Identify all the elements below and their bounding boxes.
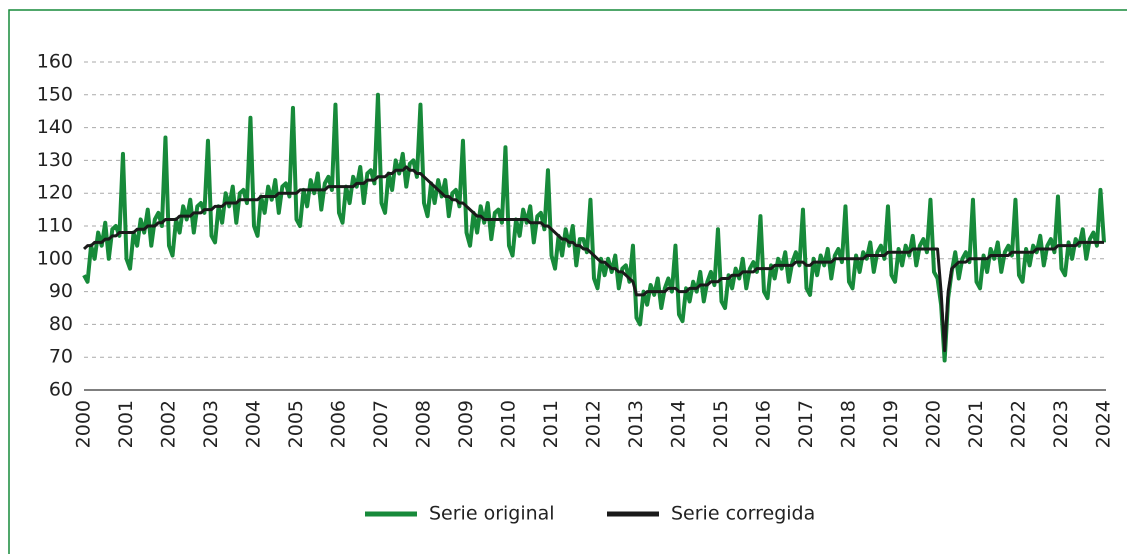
y-tick-label: 90 xyxy=(49,280,73,302)
x-tick-label: 2019 xyxy=(880,400,902,448)
x-tick-label: 2018 xyxy=(838,400,860,448)
y-tick-label: 120 xyxy=(37,182,73,204)
line-series xyxy=(82,92,1106,363)
y-tick-label: 130 xyxy=(37,149,73,171)
y-tick-label: 100 xyxy=(37,247,73,269)
y-tick-label: 60 xyxy=(49,379,73,401)
y-tick-label: 150 xyxy=(37,83,73,105)
x-tick-label: 2024 xyxy=(1093,400,1115,448)
x-tick-label: 2015 xyxy=(710,400,732,448)
y-tick-label: 160 xyxy=(37,51,73,73)
line-series xyxy=(82,165,1104,353)
y-tick-label: 140 xyxy=(37,116,73,138)
x-tick-label: 2011 xyxy=(540,400,562,448)
legend-label: Serie original xyxy=(429,503,555,525)
x-tick-label: 2010 xyxy=(498,400,520,448)
x-tick-label: 2020 xyxy=(923,400,945,448)
frame xyxy=(8,9,1127,554)
x-tick-label: 2002 xyxy=(158,400,180,448)
x-tick-label: 2003 xyxy=(200,400,222,448)
x-tick-label: 2001 xyxy=(115,400,137,448)
x-tick-label: 2013 xyxy=(625,400,647,448)
x-tick-label: 2007 xyxy=(370,400,392,448)
x-tick-label: 2022 xyxy=(1008,400,1030,448)
x-tick-label: 2021 xyxy=(965,400,987,448)
x-tick-label: 2016 xyxy=(753,400,775,448)
y-tick-label: 70 xyxy=(49,346,73,368)
y-tick-label: 110 xyxy=(37,215,73,237)
x-tick-label: 2017 xyxy=(795,400,817,448)
x-tick-label: 2012 xyxy=(583,400,605,448)
legend-label: Serie corregida xyxy=(671,503,815,525)
x-tick-label: 2004 xyxy=(243,400,265,448)
x-tick-label: 2014 xyxy=(668,400,690,448)
x-tick-label: 2008 xyxy=(413,400,435,448)
x-tick-label: 2009 xyxy=(455,400,477,448)
x-tick-label: 2023 xyxy=(1050,400,1072,448)
x-tick-label: 2006 xyxy=(328,400,350,448)
x-tick-label: 2005 xyxy=(285,400,307,448)
y-tick-label: 80 xyxy=(49,313,73,335)
x-tick-label: 2000 xyxy=(73,400,95,448)
